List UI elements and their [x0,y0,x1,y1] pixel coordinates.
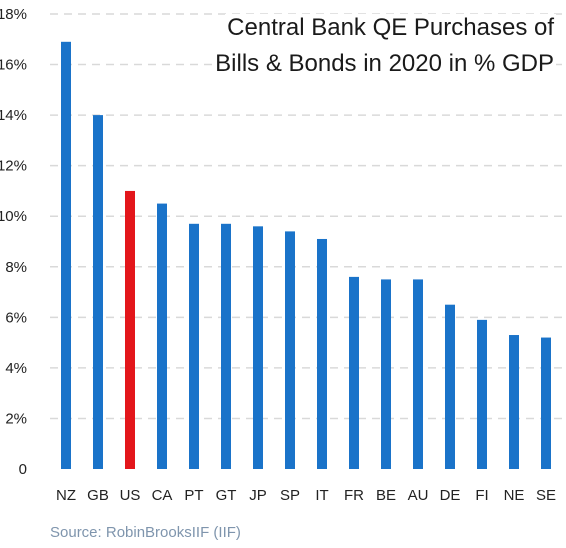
y-tick-label: 4% [5,360,27,377]
x-tick-label: US [120,487,141,504]
y-tick-label: 10% [0,208,27,225]
x-tick-label: JP [249,487,267,504]
y-tick-label: 0 [19,461,27,478]
chart-title-line-1: Central Bank QE Purchases of [225,14,556,42]
x-tick-label: FR [344,487,364,504]
bar-us [125,190,135,469]
x-tick-label: DE [440,487,461,504]
bar-gt [221,223,231,469]
bar-fr [349,276,359,469]
x-tick-label: PT [184,487,203,504]
bars [61,41,551,470]
x-tick-label: AU [408,487,429,504]
bar-ca [157,203,167,470]
x-tick-label: SP [280,487,300,504]
x-tick-label: GT [216,487,237,504]
x-tick-label: CA [152,487,173,504]
x-tick-labels: NZ GB US CA PT GT JP SP IT FR BE AU DE FI NE SE [56,487,556,504]
chart-title-line-2: Bills & Bonds in 2020 in % GDP [213,50,556,78]
x-tick-label: SE [536,487,556,504]
bar-sp [285,231,295,469]
y-tick-label: 14% [0,107,27,124]
bar-nz [61,41,71,470]
x-tick-label: NZ [56,487,76,504]
bar-de [445,304,455,469]
y-tick-label: 2% [5,410,27,427]
bar-gb [93,115,103,469]
bar-jp [253,226,263,469]
bar-fi [477,319,487,469]
bar-au [413,279,423,469]
bar-pt [189,223,199,469]
x-tick-label: FI [475,487,488,504]
bar-se [541,337,551,469]
bar-it [317,238,327,469]
x-tick-label: BE [376,487,396,504]
y-tick-labels: 0 2% 4% 6% 8% 10% 12% 14% 16% 18% [0,6,27,478]
y-tick-label: 12% [0,158,27,175]
y-tick-label: 18% [0,6,27,23]
bar-be [381,279,391,469]
y-tick-label: 6% [5,309,27,326]
source-note: Source: RobinBrooksIIF (IIF) [50,524,241,541]
y-tick-label: 8% [5,259,27,276]
x-tick-label: IT [315,487,328,504]
x-tick-label: NE [504,487,525,504]
bar-ne [509,335,519,469]
x-tick-label: GB [87,487,109,504]
y-tick-label: 16% [0,57,27,74]
